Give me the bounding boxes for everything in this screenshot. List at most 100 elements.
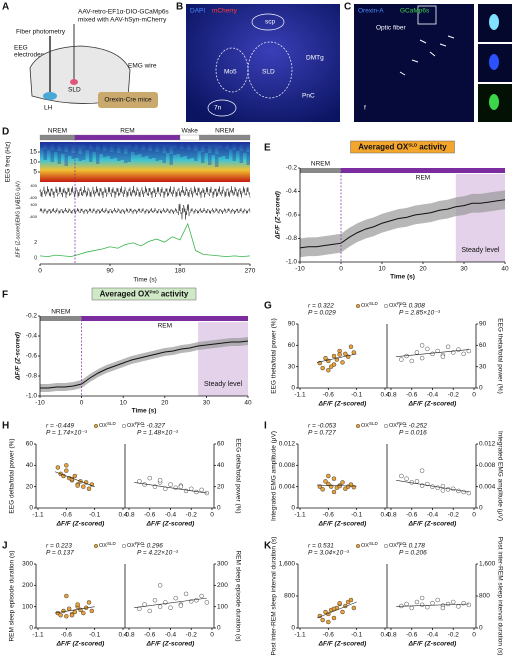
point bbox=[64, 463, 69, 468]
superscript: SLD bbox=[369, 301, 379, 306]
tick-label: -400 bbox=[29, 214, 38, 219]
tick-label: 60 bbox=[217, 441, 225, 448]
tick-label: -0.2 bbox=[186, 632, 198, 639]
region-outline bbox=[207, 99, 237, 117]
mean-line bbox=[40, 340, 249, 389]
axis-label: EEG freq (Hz) bbox=[5, 142, 12, 183]
tick-label: 15 bbox=[30, 149, 38, 156]
tick-label: 2 bbox=[34, 240, 37, 246]
panel-label: E bbox=[264, 143, 271, 154]
mean-line bbox=[299, 199, 506, 249]
tick-label: -0.2 bbox=[186, 512, 198, 519]
text: OX bbox=[361, 543, 369, 549]
spectrogram-texture bbox=[134, 149, 138, 155]
tick-label: -0.6 bbox=[323, 392, 335, 399]
point bbox=[147, 475, 152, 481]
point bbox=[451, 599, 456, 605]
point bbox=[331, 353, 337, 359]
spectrogram-texture bbox=[124, 154, 128, 163]
stat: P = 0.727 bbox=[308, 430, 336, 437]
fit-line bbox=[54, 606, 95, 614]
fit-line bbox=[396, 349, 469, 358]
tick-label: -1.0 bbox=[286, 259, 298, 266]
tick-label: -1.1 bbox=[294, 392, 306, 399]
tick-label: -0.8 bbox=[123, 632, 135, 639]
spectrogram-texture bbox=[89, 149, 93, 162]
point bbox=[440, 354, 446, 359]
point bbox=[461, 489, 466, 495]
legend-marker bbox=[356, 304, 361, 309]
spectrogram-texture bbox=[54, 144, 58, 152]
stat: P = 1.48×10⁻³ bbox=[137, 430, 179, 437]
point bbox=[440, 488, 446, 493]
fit-line bbox=[134, 482, 207, 494]
tick-label: 1,600 bbox=[279, 561, 296, 568]
point bbox=[414, 479, 420, 484]
fit-line bbox=[396, 479, 469, 493]
legend-marker bbox=[384, 424, 389, 429]
state-label: NREM bbox=[48, 128, 67, 135]
point bbox=[340, 480, 345, 485]
state-label: NREM bbox=[215, 128, 234, 135]
label: OXPnO bbox=[127, 421, 144, 429]
region-label: Mo5 bbox=[224, 69, 237, 76]
tick-label: 40 bbox=[26, 462, 34, 469]
tick-label: 10 bbox=[30, 159, 38, 166]
point bbox=[64, 468, 69, 473]
tick-label: 180 bbox=[175, 268, 186, 275]
point bbox=[343, 351, 348, 357]
fiber-box bbox=[417, 5, 437, 25]
superscript: PnO bbox=[150, 290, 160, 295]
point bbox=[204, 600, 210, 605]
superscript: PnO bbox=[397, 301, 407, 306]
spectrogram-texture bbox=[106, 145, 110, 156]
spectrogram-texture bbox=[47, 143, 51, 150]
tick-label: 90 bbox=[106, 268, 114, 275]
panel-label: J bbox=[2, 541, 8, 552]
tick-label: 0 bbox=[291, 505, 295, 512]
tick-label: -0.6 bbox=[26, 353, 38, 360]
legend-marker bbox=[93, 424, 98, 429]
text: activity bbox=[419, 143, 447, 152]
tick-label: 300 bbox=[217, 561, 228, 568]
point bbox=[64, 614, 69, 619]
tick-label: 0 bbox=[29, 505, 33, 512]
label: OXSLD bbox=[361, 541, 378, 549]
tick-label: 0 bbox=[479, 505, 483, 512]
steady-region bbox=[198, 322, 248, 396]
spectrogram-texture bbox=[113, 146, 117, 158]
spectrogram-texture bbox=[162, 153, 166, 163]
stat: r = 0.223 bbox=[46, 543, 72, 550]
panel-c: C Orexin-A GCaMp6s Optic fiber f bbox=[344, 2, 512, 122]
tick-label: 90 bbox=[288, 321, 296, 328]
tick-label: 30 bbox=[479, 363, 487, 370]
point bbox=[178, 484, 184, 489]
cell bbox=[489, 14, 499, 30]
spectrogram-texture bbox=[187, 150, 191, 159]
tick-label: -0.8 bbox=[26, 373, 38, 380]
tick-label: 20 bbox=[161, 400, 169, 407]
point bbox=[323, 479, 328, 484]
label: f bbox=[364, 105, 366, 112]
steady-label: Steady level bbox=[461, 247, 500, 254]
stat: P = 0.029 bbox=[308, 310, 336, 317]
stat: P = 0.206 bbox=[399, 550, 427, 557]
tick-label: 0 bbox=[34, 256, 37, 262]
axis-label: ΔF/F (Z-scored) bbox=[408, 641, 457, 648]
spectrogram-texture bbox=[229, 143, 233, 149]
point bbox=[466, 348, 472, 354]
point bbox=[445, 601, 451, 607]
point bbox=[445, 344, 451, 349]
point bbox=[199, 593, 204, 599]
tick-label: 100 bbox=[22, 603, 33, 610]
point bbox=[331, 476, 337, 481]
legend-marker bbox=[93, 544, 98, 549]
point bbox=[317, 484, 323, 489]
spectrogram-texture bbox=[141, 150, 145, 157]
stat: r = 0.296 bbox=[137, 543, 163, 550]
tick-label: -0.4 bbox=[26, 333, 38, 340]
axis-label: ΔF/F (Z-scored) bbox=[318, 521, 367, 528]
point bbox=[337, 352, 342, 357]
stat: r = 0.178 bbox=[399, 543, 425, 550]
tick-label: 0.012 bbox=[479, 441, 496, 448]
